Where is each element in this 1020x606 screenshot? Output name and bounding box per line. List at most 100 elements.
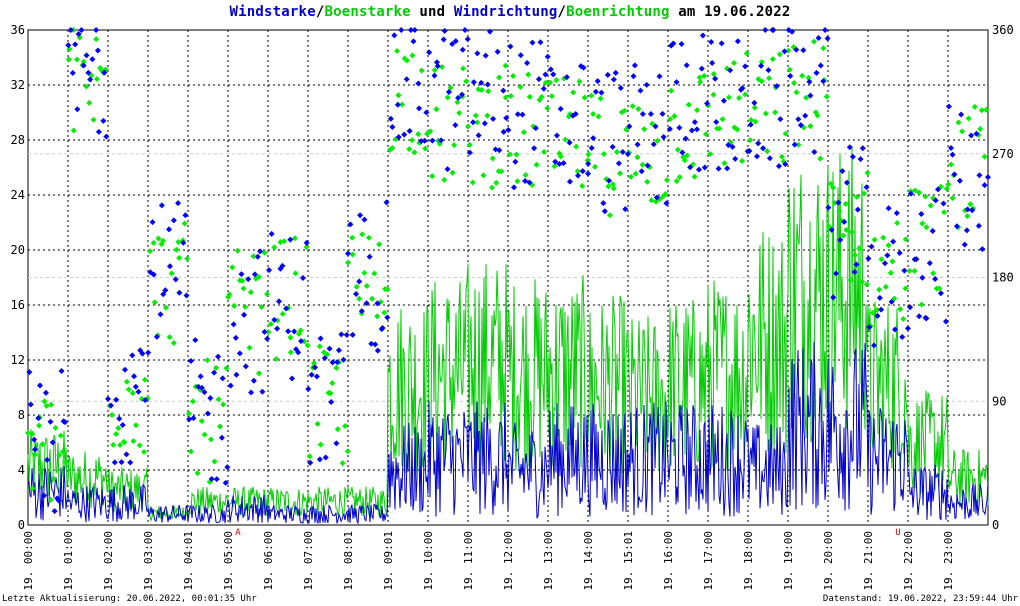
point-windrichtung — [494, 48, 501, 55]
point-boenrichtung — [579, 183, 586, 190]
point-windrichtung — [947, 145, 954, 152]
point-windrichtung — [411, 27, 418, 33]
title-wind: Windstarke — [229, 4, 316, 20]
time-marker: A — [235, 528, 241, 538]
point-windrichtung — [825, 204, 832, 211]
point-windrichtung — [113, 396, 120, 403]
point-boenrichtung — [229, 264, 236, 271]
point-windrichtung — [308, 371, 315, 378]
point-boenrichtung — [310, 360, 317, 367]
point-windrichtung — [207, 395, 214, 402]
point-windrichtung — [131, 373, 138, 380]
point-boenrichtung — [918, 301, 925, 308]
point-windrichtung — [594, 78, 601, 85]
point-windrichtung — [313, 373, 320, 380]
point-windrichtung — [298, 338, 305, 345]
point-windrichtung — [449, 40, 456, 47]
point-windrichtung — [524, 60, 531, 67]
point-windrichtung — [979, 246, 986, 253]
point-windrichtung — [876, 294, 883, 301]
point-windrichtung — [481, 120, 488, 127]
point-windrichtung — [291, 328, 298, 335]
title-gust: Boenstarke — [324, 4, 411, 20]
point-windrichtung — [431, 72, 438, 79]
point-boenrichtung — [880, 234, 887, 241]
point-boenrichtung — [911, 267, 918, 274]
point-windrichtung — [630, 73, 637, 80]
point-boenrichtung — [204, 357, 211, 364]
point-windrichtung — [916, 313, 923, 320]
point-windrichtung — [129, 352, 136, 359]
point-windrichtung — [566, 178, 573, 185]
point-windrichtung — [720, 97, 727, 104]
point-windrichtung — [283, 305, 290, 312]
point-windrichtung — [142, 397, 149, 404]
point-windrichtung — [266, 267, 273, 274]
point-boenrichtung — [653, 198, 660, 205]
point-boenrichtung — [716, 125, 723, 132]
point-boenrichtung — [363, 283, 370, 290]
point-windrichtung — [127, 459, 134, 466]
point-boenrichtung — [685, 101, 692, 108]
title-sep2: / — [557, 4, 567, 20]
point-boenrichtung — [887, 269, 894, 276]
point-boenrichtung — [606, 212, 613, 219]
point-windrichtung — [470, 119, 477, 126]
point-windrichtung — [31, 436, 38, 443]
point-windrichtung — [984, 174, 991, 181]
point-boenrichtung — [239, 277, 246, 284]
point-boenrichtung — [329, 380, 336, 387]
point-windrichtung — [227, 382, 234, 389]
point-boenrichtung — [456, 109, 463, 116]
point-boenrichtung — [281, 238, 288, 245]
point-boenrichtung — [314, 420, 321, 427]
point-boenrichtung — [786, 66, 793, 73]
point-windrichtung — [795, 116, 802, 123]
point-boenrichtung — [381, 309, 388, 316]
point-boenrichtung — [176, 254, 183, 261]
x-tick-label: 19. 06:00 — [262, 531, 275, 591]
point-windrichtung — [650, 141, 657, 148]
point-windrichtung — [357, 212, 364, 219]
x-tick-label: 19. 23:00 — [942, 531, 955, 591]
point-windrichtung — [560, 160, 567, 167]
point-windrichtung — [190, 415, 197, 422]
point-boenrichtung — [418, 67, 425, 74]
point-windrichtung — [158, 202, 165, 209]
point-boenrichtung — [433, 106, 440, 113]
point-boenrichtung — [502, 94, 509, 101]
point-windrichtung — [839, 168, 846, 175]
point-boenrichtung — [510, 72, 517, 79]
point-boenrichtung — [454, 99, 461, 106]
point-windrichtung — [537, 39, 544, 46]
point-windrichtung — [78, 27, 85, 33]
point-boenrichtung — [173, 246, 180, 253]
point-windrichtung — [773, 83, 780, 90]
point-boenrichtung — [186, 410, 193, 417]
x-tick-label: 19. 08:01 — [342, 531, 355, 591]
point-boenrichtung — [827, 180, 834, 187]
point-windrichtung — [606, 177, 613, 184]
point-boenrichtung — [184, 255, 191, 262]
point-windrichtung — [363, 300, 370, 307]
point-windrichtung — [259, 388, 266, 395]
point-boenrichtung — [287, 349, 294, 356]
point-windrichtung — [553, 132, 560, 139]
point-windrichtung — [461, 27, 468, 33]
point-windrichtung — [881, 260, 888, 267]
point-windrichtung — [201, 389, 208, 396]
point-boenrichtung — [271, 244, 278, 251]
x-tick-label: 19. 04:01 — [182, 531, 195, 591]
point-boenrichtung — [438, 63, 445, 70]
point-boenrichtung — [25, 429, 32, 436]
left-tick-label: 32 — [11, 78, 25, 92]
point-boenrichtung — [408, 137, 415, 144]
point-windrichtung — [257, 248, 264, 255]
point-windrichtung — [815, 35, 822, 42]
point-windrichtung — [87, 76, 94, 83]
point-windrichtung — [932, 197, 939, 204]
point-windrichtung — [345, 250, 352, 257]
point-windrichtung — [496, 147, 503, 154]
point-windrichtung — [55, 497, 62, 504]
point-windrichtung — [490, 115, 497, 122]
